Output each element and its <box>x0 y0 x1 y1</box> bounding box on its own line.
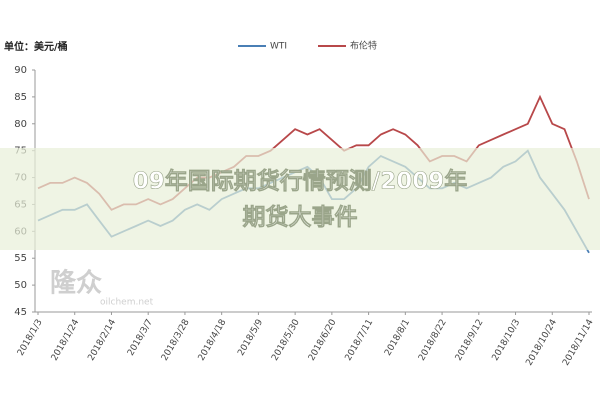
x-tick-label: 2018/3/7 <box>126 318 155 358</box>
x-tick-label: 2018/9/12 <box>454 318 486 363</box>
legend-label: WTI <box>270 42 287 52</box>
x-tick-label: 2018/10/24 <box>524 318 559 368</box>
x-tick-label: 2018/1/24 <box>50 318 82 363</box>
y-tick-label: 80 <box>14 119 27 130</box>
x-tick-label: 2018/8/1 <box>383 318 412 358</box>
overlay-band <box>0 148 600 250</box>
x-tick-label: 2018/5/9 <box>236 318 265 358</box>
y-tick-label: 90 <box>14 65 27 76</box>
y-tick-label: 50 <box>14 280 27 291</box>
x-tick-label: 2018/3/28 <box>160 318 192 363</box>
y-tick-label: 55 <box>14 253 27 264</box>
legend-label: 布伦特 <box>350 40 377 52</box>
watermark: 隆众 <box>50 269 102 299</box>
overlay-line-1: 09年国际期货行情预测/2009年 <box>133 168 467 195</box>
y-axis-label: 单位：美元/桶 <box>4 40 68 53</box>
x-tick-label: 2018/7/11 <box>344 318 376 363</box>
x-tick-label: 2018/1/3 <box>16 318 45 358</box>
y-tick-label: 85 <box>14 92 27 103</box>
x-tick-label: 2018/11/14 <box>561 318 596 368</box>
y-tick-label: 45 <box>14 307 27 318</box>
x-tick-label: 2018/2/14 <box>86 318 118 363</box>
watermark-url: oilchem.net <box>100 298 154 308</box>
x-tick-label: 2018/10/3 <box>491 318 523 363</box>
x-tick-label: 2018/6/20 <box>307 318 339 363</box>
x-tick-label: 2018/5/30 <box>270 318 302 363</box>
x-tick-label: 2018/8/22 <box>417 318 449 363</box>
x-tick-label: 2018/4/18 <box>197 318 229 363</box>
overlay-line-2: 期货大事件 <box>243 204 358 231</box>
